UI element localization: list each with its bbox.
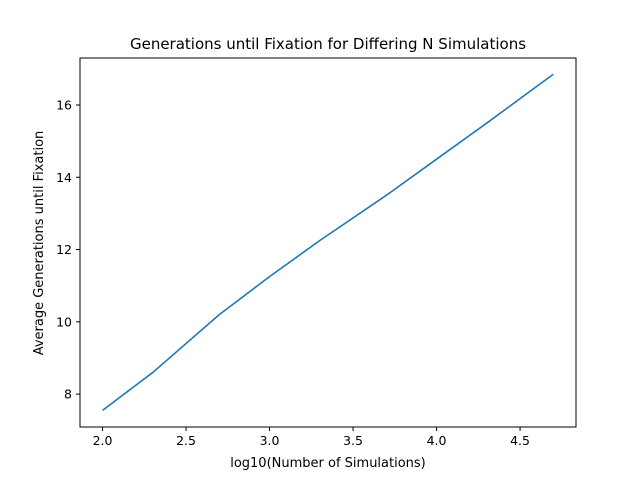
y-axis-label: Average Generations until Fixation [32,131,47,356]
x-axis-label: log10(Number of Simulations) [230,456,426,471]
y-tick-label: 16 [56,97,72,112]
y-tick-label: 12 [56,242,72,257]
x-tick-label: 3.5 [343,433,363,448]
series-layer [102,73,554,412]
y-axis: 8 10 12 14 16 [56,97,80,402]
x-tick-label: 3.0 [260,433,280,448]
axes-frame [79,57,577,428]
x-tick-label: 2.0 [93,433,113,448]
chart-title: Generations until Fixation for Differing… [130,35,526,53]
y-tick-label: 8 [64,387,72,402]
x-axis: 2.0 2.5 3.0 3.5 4.0 4.5 [93,427,530,448]
y-tick-label: 10 [56,314,72,329]
plot-area: 2.0 2.5 3.0 3.5 4.0 4.5 8 10 12 14 16 [56,57,577,448]
x-tick-label: 4.0 [427,433,447,448]
y-tick-label: 14 [56,170,72,185]
series-line-0 [102,73,554,412]
x-tick-label: 2.5 [176,433,196,448]
x-tick-label: 4.5 [510,433,530,448]
